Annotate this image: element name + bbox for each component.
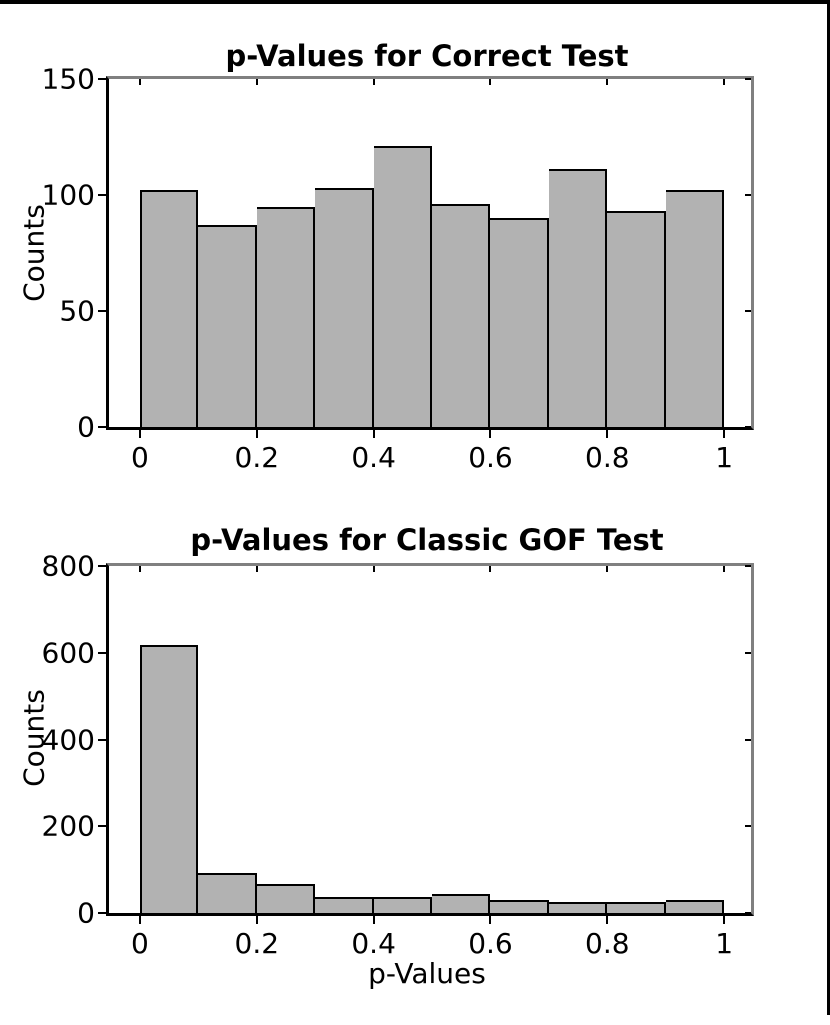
x-axis-label: p-Values [368, 957, 486, 990]
y-axis-label: Counts [17, 204, 51, 302]
chart-title: p-Values for Classic GOF Test [190, 523, 664, 557]
histogram-bar [315, 188, 374, 427]
y-tick-label: 200 [41, 809, 95, 843]
mirror-x-tick-mark [372, 79, 375, 85]
histogram-bar [256, 206, 316, 427]
mirror-y-tick-mark [745, 738, 751, 741]
x-tick-mark [138, 916, 141, 924]
y-tick-mark [98, 565, 106, 567]
histogram-bar [256, 883, 316, 913]
mirror-x-tick-mark [606, 566, 609, 572]
histogram-bar [139, 190, 199, 427]
x-tick-mark [255, 916, 258, 924]
plot-area: 0 200 400 600 800 0 0.2 0.4 0.6 0.8 1 [42, 550, 754, 960]
x-tick-mark [255, 430, 258, 438]
x-tick-mark [606, 430, 609, 438]
x-tick-mark [723, 916, 726, 924]
mirror-x-tick-mark [723, 79, 726, 85]
x-tick-label: 0.4 [351, 441, 396, 474]
y-tick-label: 100 [41, 178, 95, 212]
x-tick-label: 0.2 [234, 927, 280, 960]
histogram-bar [198, 872, 257, 913]
mirror-x-tick-mark [606, 79, 609, 85]
histogram-bar [432, 204, 491, 427]
y-tick-mark [98, 310, 106, 312]
mirror-y-tick-mark [745, 78, 751, 80]
y-tick-mark [98, 825, 106, 828]
histogram-bar [548, 902, 608, 913]
x-tick-mark [723, 430, 726, 438]
mirror-x-tick-mark [723, 566, 726, 572]
y-tick-label: 150 [41, 62, 95, 96]
y-tick-mark [98, 912, 106, 914]
histogram-bar [665, 899, 725, 913]
x-tick-mark [138, 430, 141, 438]
histogram-bar [548, 169, 608, 427]
y-tick-label: 50 [59, 294, 95, 328]
x-tick-label: 0.8 [585, 441, 630, 474]
y-tick-label: 400 [41, 723, 95, 756]
mirror-x-tick-mark [138, 566, 141, 572]
chart-title: p-Values for Correct Test [225, 39, 629, 73]
mirror-x-tick-mark [255, 79, 258, 85]
y-tick-mark [98, 738, 106, 741]
y-tick-mark [98, 194, 106, 196]
mirror-x-tick-mark [372, 566, 375, 572]
mirror-y-tick-mark [745, 310, 751, 312]
mirror-x-tick-mark [138, 79, 141, 85]
histogram-bar [198, 225, 257, 427]
histogram-bar [665, 190, 725, 427]
screenshot-right-border [827, 0, 830, 1015]
histogram-bar [315, 896, 374, 913]
mirror-x-tick-mark [489, 566, 492, 572]
mirror-y-tick-mark [745, 912, 751, 914]
y-tick-mark [98, 426, 106, 428]
mirror-y-tick-mark [745, 426, 751, 428]
x-tick-mark [489, 430, 492, 438]
x-tick-mark [489, 916, 492, 924]
histogram-bar [490, 218, 549, 427]
mirror-y-tick-mark [745, 651, 751, 654]
x-tick-label: 0 [131, 927, 149, 960]
histogram-bar [139, 644, 199, 913]
y-tick-label: 600 [41, 636, 95, 670]
x-tick-label: 0.8 [585, 927, 630, 960]
mirror-y-tick-mark [745, 194, 751, 196]
histogram-bar [607, 902, 666, 913]
histogram-bar [490, 900, 549, 913]
x-tick-mark [372, 430, 375, 438]
x-tick-label: 0.4 [351, 927, 396, 960]
x-tick-label: 0.6 [468, 441, 513, 474]
mirror-x-tick-mark [489, 79, 492, 85]
y-tick-label: 800 [41, 549, 95, 583]
y-tick-label: 0 [77, 896, 95, 930]
screenshot-top-border [0, 0, 830, 4]
x-tick-label: 1 [715, 441, 734, 474]
mirror-x-tick-mark [255, 566, 258, 572]
y-tick-label: 0 [77, 410, 95, 444]
x-tick-label: 0.6 [468, 927, 513, 960]
histogram-bar [373, 146, 433, 427]
y-tick-mark [98, 651, 106, 654]
x-tick-label: 1 [715, 927, 734, 960]
histogram-bar [432, 894, 491, 913]
mirror-y-tick-mark [745, 565, 751, 567]
x-tick-mark [372, 916, 375, 924]
x-tick-label: 0.2 [234, 441, 280, 474]
plot-area: 0 50 100 150 0 0.2 0.4 0.6 0.8 1 [42, 63, 754, 474]
y-tick-mark [98, 78, 106, 80]
x-tick-label: 0 [131, 441, 149, 474]
x-tick-mark [606, 916, 609, 924]
mirror-y-tick-mark [745, 825, 751, 828]
histogram-bar [373, 897, 433, 913]
histogram-bar [607, 211, 666, 427]
